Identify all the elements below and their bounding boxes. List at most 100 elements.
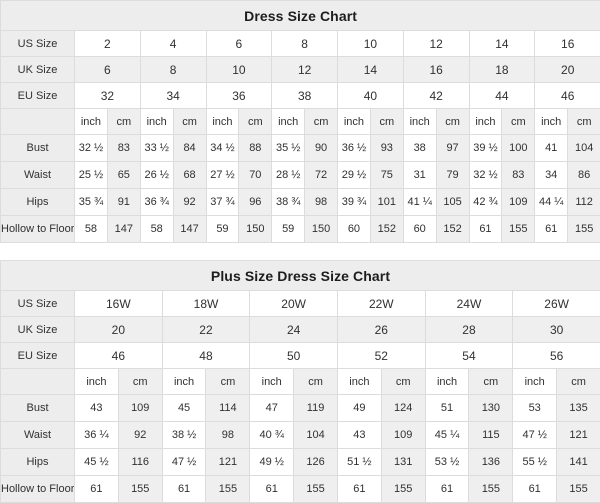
measurement-cell-cm: 96	[239, 189, 272, 216]
size-value-cell: 18W	[162, 291, 250, 317]
measurement-cell-cm: 121	[557, 422, 600, 449]
size-value-cell: 22	[162, 317, 250, 343]
size-value-cell: 50	[250, 343, 338, 369]
unit-header-cm: cm	[557, 369, 600, 395]
size-value-cell: 48	[162, 343, 250, 369]
unit-header-inch: inch	[75, 369, 119, 395]
unit-header-inch: inch	[513, 369, 557, 395]
size-value-cell: 6	[75, 57, 141, 83]
measurement-cell-inch: 38	[403, 135, 436, 162]
unit-header-inch: inch	[140, 109, 173, 135]
unit-header-cm: cm	[305, 109, 338, 135]
size-value-cell: 44	[469, 83, 535, 109]
measurement-cell-cm: 152	[436, 216, 469, 243]
size-value-cell: 38	[272, 83, 338, 109]
size-value-cell: 16W	[75, 291, 163, 317]
unit-header-cm: cm	[502, 109, 535, 135]
measurement-cell-cm: 130	[469, 395, 513, 422]
measurement-cell-cm: 116	[118, 449, 162, 476]
measurement-cell-inch: 49	[337, 395, 381, 422]
measurement-cell-inch: 37 ¾	[206, 189, 239, 216]
size-value-cell: 10	[338, 31, 404, 57]
size-value-cell: 16	[403, 57, 469, 83]
measurement-cell-cm: 150	[239, 216, 272, 243]
measurement-cell-cm: 93	[370, 135, 403, 162]
measurement-cell-cm: 155	[469, 476, 513, 503]
measurement-cell-cm: 114	[206, 395, 250, 422]
unit-header-cm: cm	[568, 109, 600, 135]
measurement-cell-inch: 35 ¾	[75, 189, 108, 216]
size-value-cell: 10	[206, 57, 272, 83]
measurement-cell-inch: 40 ¾	[250, 422, 294, 449]
measurement-cell-cm: 150	[305, 216, 338, 243]
unit-header-inch: inch	[206, 109, 239, 135]
measurement-cell-inch: 28 ½	[272, 162, 305, 189]
size-value-cell: 46	[75, 343, 163, 369]
measurement-cell-cm: 100	[502, 135, 535, 162]
size-value-cell: 26W	[513, 291, 600, 317]
measurement-cell-inch: 53	[513, 395, 557, 422]
measurement-cell-inch: 36 ½	[338, 135, 371, 162]
measurement-cell-cm: 155	[557, 476, 600, 503]
size-value-cell: 46	[535, 83, 600, 109]
row-label: EU Size	[1, 83, 75, 109]
measurement-cell-cm: 119	[294, 395, 338, 422]
measurement-cell-inch: 61	[250, 476, 294, 503]
measurement-cell-cm: 155	[294, 476, 338, 503]
measurement-cell-cm: 79	[436, 162, 469, 189]
measurement-cell-cm: 83	[502, 162, 535, 189]
measurement-cell-inch: 38 ½	[162, 422, 206, 449]
measurement-cell-cm: 72	[305, 162, 338, 189]
row-label: Hollow to Floor	[1, 476, 75, 503]
measurement-cell-inch: 58	[140, 216, 173, 243]
measurement-cell-inch: 47	[250, 395, 294, 422]
measurement-cell-inch: 61	[469, 216, 502, 243]
measurement-cell-cm: 121	[206, 449, 250, 476]
measurement-cell-inch: 49 ½	[250, 449, 294, 476]
measurement-cell-cm: 155	[206, 476, 250, 503]
measurement-cell-cm: 109	[118, 395, 162, 422]
unit-header-cm: cm	[107, 109, 140, 135]
measurement-cell-inch: 41	[535, 135, 568, 162]
measurement-cell-inch: 47 ½	[162, 449, 206, 476]
row-label: UK Size	[1, 317, 75, 343]
measurement-cell-cm: 90	[305, 135, 338, 162]
measurement-cell-cm: 155	[568, 216, 600, 243]
measurement-cell-cm: 98	[206, 422, 250, 449]
measurement-cell-cm: 101	[370, 189, 403, 216]
measurement-cell-cm: 65	[107, 162, 140, 189]
chart-title: Dress Size Chart	[1, 1, 600, 31]
unit-header-cm: cm	[381, 369, 425, 395]
measurement-cell-inch: 39 ¾	[338, 189, 371, 216]
measurement-cell-cm: 136	[469, 449, 513, 476]
measurement-cell-cm: 104	[294, 422, 338, 449]
measurement-cell-cm: 84	[173, 135, 206, 162]
size-value-cell: 16	[535, 31, 600, 57]
size-value-cell: 24	[250, 317, 338, 343]
measurement-cell-inch: 36 ¼	[75, 422, 119, 449]
unit-header-cm: cm	[206, 369, 250, 395]
measurement-cell-inch: 43	[75, 395, 119, 422]
unit-header-cm: cm	[118, 369, 162, 395]
measurement-cell-cm: 86	[568, 162, 600, 189]
measurement-cell-cm: 91	[107, 189, 140, 216]
measurement-cell-cm: 92	[118, 422, 162, 449]
measurement-cell-inch: 61	[425, 476, 469, 503]
measurement-cell-inch: 45	[162, 395, 206, 422]
measurement-cell-cm: 155	[118, 476, 162, 503]
measurement-cell-inch: 59	[272, 216, 305, 243]
size-value-cell: 42	[403, 83, 469, 109]
unit-header-inch: inch	[337, 369, 381, 395]
size-value-cell: 14	[338, 57, 404, 83]
